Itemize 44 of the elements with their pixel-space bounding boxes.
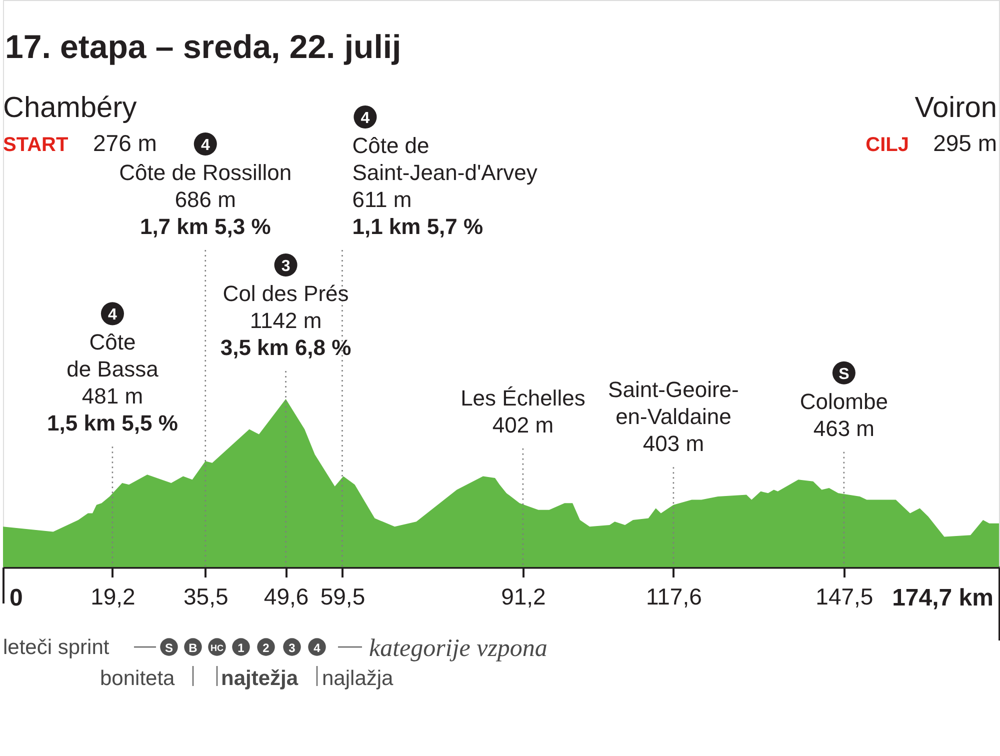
text: 3 bbox=[281, 258, 290, 275]
ref-line-label: Les Échelles 402 m bbox=[460, 385, 586, 438]
ref-line-label: Côte de Rossillon 686 m bbox=[119, 160, 292, 212]
x-tick-label: 35,5 bbox=[184, 584, 228, 610]
text: B bbox=[188, 641, 198, 655]
annotation: 1,5 km 5,5 % bbox=[47, 410, 178, 436]
text: kategorije vzpona bbox=[369, 635, 548, 662]
text: 276 m bbox=[93, 130, 157, 156]
text: START bbox=[3, 134, 68, 156]
text: 1 bbox=[238, 641, 245, 655]
x-tick-label: 147,5 bbox=[816, 584, 874, 610]
x-tick-label: 59,5 bbox=[320, 584, 366, 610]
text: boniteta bbox=[100, 667, 176, 690]
x-tick-label: 91,2 bbox=[501, 584, 546, 610]
x-tick-label: 19,2 bbox=[90, 584, 136, 610]
text: 4 bbox=[200, 137, 210, 154]
text: leteči sprint bbox=[3, 636, 110, 659]
ref-line-label: Côte de Saint-Jean-d'Arvey 611 m bbox=[352, 133, 538, 212]
text: Voiron bbox=[914, 92, 997, 124]
text: Chambéry bbox=[3, 92, 138, 124]
x-tick-label: 174,7 km bbox=[892, 584, 994, 612]
text: HC bbox=[210, 643, 224, 653]
x-tick-label: 0 bbox=[10, 584, 23, 612]
text: 3 bbox=[288, 641, 296, 655]
text: 4 bbox=[360, 110, 370, 127]
text: S bbox=[164, 641, 174, 655]
text: najtežja bbox=[221, 667, 298, 690]
text: 2 bbox=[262, 641, 270, 655]
ref-line-label: Côte de Bassa 481 m bbox=[66, 330, 160, 409]
ref-line-label: Col des Prés 1142 m bbox=[222, 281, 349, 333]
x-tick-label: 49,6 bbox=[264, 584, 309, 610]
text: CILJ bbox=[866, 134, 909, 156]
chart-title: 17. etapa – sreda, 22. julij bbox=[5, 28, 402, 65]
ref-line-label: Colombe 463 m bbox=[800, 388, 888, 441]
ref-line-label: Saint-Geoire- en-Valdaine 403 m bbox=[608, 377, 739, 456]
text: 295 m bbox=[933, 130, 997, 156]
text: 1,7 km 5,3 % bbox=[140, 214, 271, 239]
text: 3,5 km 6,8 % bbox=[220, 335, 352, 360]
text: 4 bbox=[108, 306, 118, 324]
text: najlažja bbox=[322, 667, 394, 690]
x-tick-label: 117,6 bbox=[646, 584, 702, 610]
text: 1,1 km 5,7 % bbox=[352, 214, 484, 239]
text: 4 bbox=[314, 641, 321, 655]
text: S bbox=[838, 366, 850, 383]
